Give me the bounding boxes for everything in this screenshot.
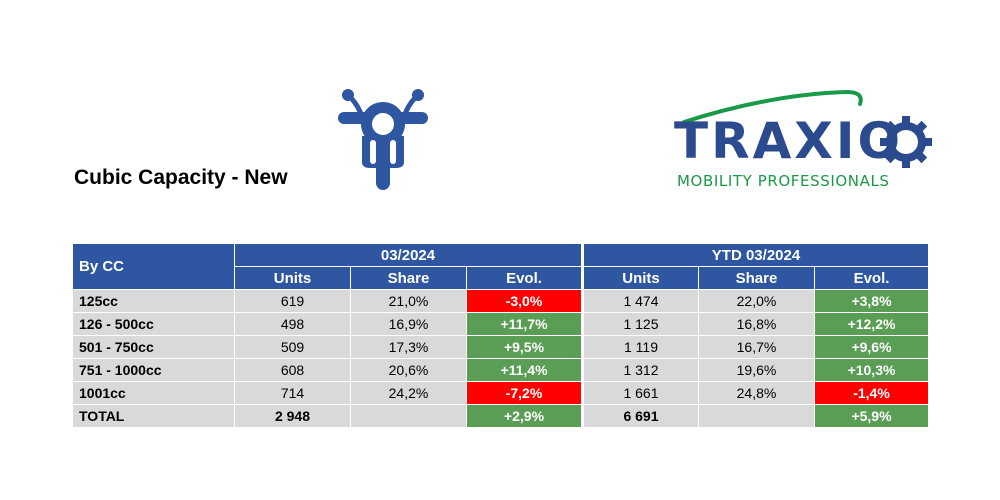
table-row: 751 - 1000cc 608 20,6% +11,4% 1 312 19,6… (72, 358, 929, 382)
evol-cell: +11,4% (466, 358, 583, 382)
group-header-ytd: YTD 03/2024 (581, 243, 929, 267)
row-label: 126 - 500cc (72, 312, 235, 336)
share-cell: 16,9% (350, 312, 467, 336)
ytd-share-cell: 22,0% (698, 289, 815, 313)
total-row: TOTAL 2 948 +2,9% 6 691 +5,9% (72, 404, 929, 428)
ytd-units-cell: 6 691 (581, 404, 699, 428)
page-title: Cubic Capacity - New (74, 166, 288, 189)
row-label: 125cc (72, 289, 235, 313)
column-header: Units (581, 266, 699, 290)
row-label: 501 - 750cc (72, 335, 235, 359)
cc-table: By CC 03/2024 YTD 03/2024 Units Share Ev… (72, 243, 929, 428)
motorcycle-icon (338, 89, 428, 190)
ytd-evol-cell: +9,6% (814, 335, 929, 359)
ytd-units-cell: 1 661 (581, 381, 699, 405)
ytd-evol-cell: +10,3% (814, 358, 929, 382)
share-cell: 20,6% (350, 358, 467, 382)
evol-cell: -3,0% (466, 289, 583, 313)
evol-cell: +2,9% (466, 404, 583, 428)
ytd-evol-cell: -1,4% (814, 381, 929, 405)
ytd-share-cell: 19,6% (698, 358, 815, 382)
column-header: Share (350, 266, 467, 290)
row-label: 1001cc (72, 381, 235, 405)
table-row: 125cc 619 21,0% -3,0% 1 474 22,0% +3,8% (72, 289, 929, 313)
ytd-share-cell: 16,8% (698, 312, 815, 336)
row-header: By CC (72, 243, 235, 290)
traxio-logo: TRAXIO MOBILITY PROFESSIONALS (672, 84, 934, 194)
evol-cell: +9,5% (466, 335, 583, 359)
table-row: 1001cc 714 24,2% -7,2% 1 661 24,8% -1,4% (72, 381, 929, 405)
units-cell: 714 (234, 381, 351, 405)
column-header: Units (234, 266, 351, 290)
units-cell: 2 948 (234, 404, 351, 428)
ytd-evol-cell: +12,2% (814, 312, 929, 336)
ytd-evol-cell: +3,8% (814, 289, 929, 313)
ytd-share-cell: 16,7% (698, 335, 815, 359)
logo-wordmark: TRAXIO (674, 112, 903, 170)
ytd-evol-cell: +5,9% (814, 404, 929, 428)
share-cell: 17,3% (350, 335, 467, 359)
group-header-month: 03/2024 (234, 243, 583, 267)
logo-subtitle: MOBILITY PROFESSIONALS (677, 172, 890, 190)
share-cell (350, 404, 467, 428)
units-cell: 498 (234, 312, 351, 336)
ytd-units-cell: 1 125 (581, 312, 699, 336)
table-row: 501 - 750cc 509 17,3% +9,5% 1 119 16,7% … (72, 335, 929, 359)
column-header: Share (698, 266, 815, 290)
column-header: Evol. (814, 266, 929, 290)
units-cell: 608 (234, 358, 351, 382)
units-cell: 619 (234, 289, 351, 313)
row-label: 751 - 1000cc (72, 358, 235, 382)
ytd-share-cell (698, 404, 815, 428)
share-cell: 24,2% (350, 381, 467, 405)
table-row: 126 - 500cc 498 16,9% +11,7% 1 125 16,8%… (72, 312, 929, 336)
ytd-share-cell: 24,8% (698, 381, 815, 405)
evol-cell: +11,7% (466, 312, 583, 336)
ytd-units-cell: 1 119 (581, 335, 699, 359)
share-cell: 21,0% (350, 289, 467, 313)
ytd-units-cell: 1 474 (581, 289, 699, 313)
ytd-units-cell: 1 312 (581, 358, 699, 382)
column-header: Evol. (466, 266, 583, 290)
units-cell: 509 (234, 335, 351, 359)
row-label: TOTAL (72, 404, 235, 428)
evol-cell: -7,2% (466, 381, 583, 405)
